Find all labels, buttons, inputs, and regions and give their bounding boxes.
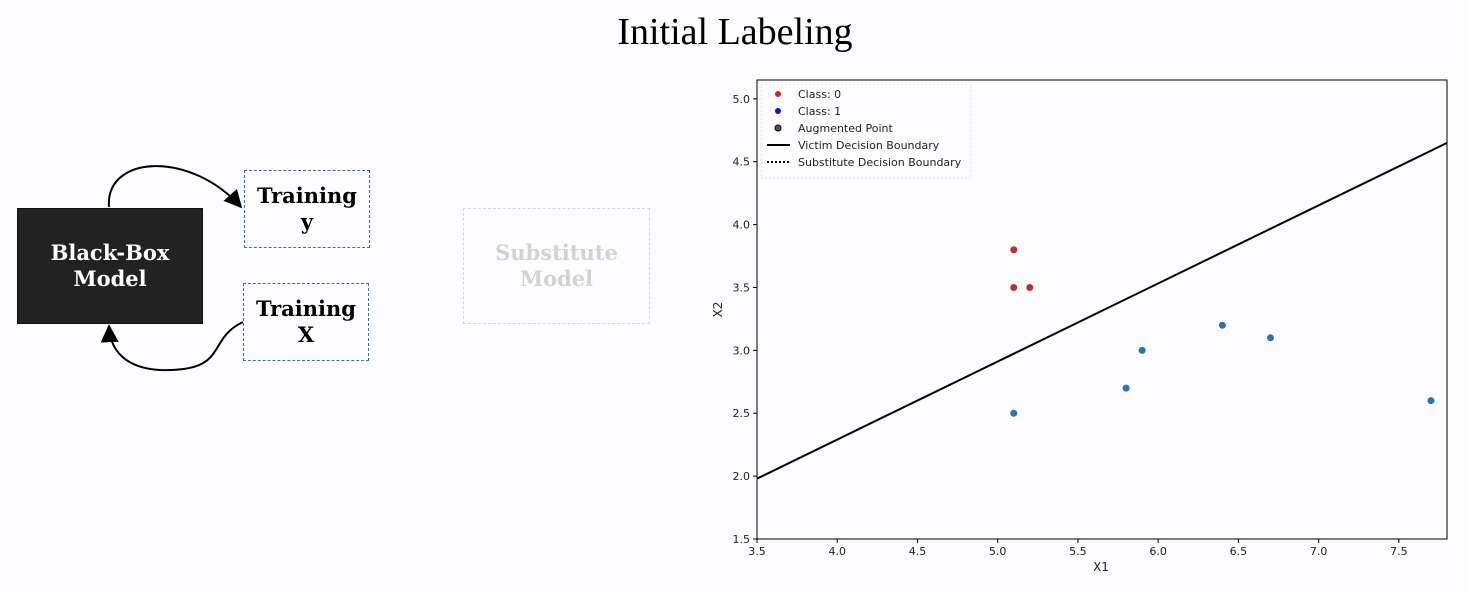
- victim-decision-boundary: [756, 141, 1448, 480]
- x-axis-label: X1: [1093, 560, 1109, 574]
- x-tick-label: 6.5: [1230, 545, 1248, 558]
- class-1-point: [1010, 409, 1018, 417]
- arrow-from-training-x: [100, 321, 244, 372]
- class-1-point: [1427, 397, 1435, 405]
- legend-marker: [774, 124, 782, 132]
- plot-frame: [756, 79, 1448, 540]
- diagram-arrows: [100, 165, 244, 372]
- x-tick-label: 4.5: [909, 545, 927, 558]
- y-tick-label: 4.5: [733, 156, 751, 169]
- y-tick-label: 3.5: [733, 281, 751, 294]
- y-tick-label: 2.5: [733, 407, 751, 420]
- training-y-box: Training y: [244, 170, 370, 248]
- training-x-box: Training X: [243, 283, 369, 361]
- x-tick-label: 7.0: [1310, 545, 1328, 558]
- x-tick-label: 6.0: [1149, 545, 1167, 558]
- legend-marker: [775, 91, 781, 97]
- class-1-point: [1266, 334, 1274, 342]
- x-tick-label: 4.0: [828, 545, 846, 558]
- scatter-chart: 3.5 4.0 4.5 5.0 5.5 6.0 6.5 7.0 7.5 1.5 2.0 2.5 3.0 3…: [711, 79, 1448, 574]
- class-1-point: [1138, 346, 1146, 354]
- training-y-label: Training y: [257, 183, 357, 234]
- legend-label: Class: 1: [798, 105, 841, 118]
- y-tick-label: 4.0: [733, 219, 751, 232]
- y-axis-label: X2: [711, 302, 725, 318]
- legend-label: Victim Decision Boundary: [798, 139, 940, 152]
- x-tick-label: 7.5: [1390, 545, 1408, 558]
- y-tick-label: 5.0: [733, 93, 751, 106]
- x-tick-label: 5.5: [1069, 545, 1087, 558]
- training-x-label: Training X: [256, 296, 356, 347]
- y-tick-label: 1.5: [733, 533, 751, 546]
- legend-marker: [775, 108, 781, 114]
- class-1-point: [1218, 321, 1226, 329]
- legend-label: Substitute Decision Boundary: [798, 156, 962, 169]
- class-0-point: [1010, 283, 1018, 291]
- arrow-to-training-y: [107, 165, 243, 209]
- legend-box: [760, 83, 972, 179]
- class-1-point: [1122, 384, 1130, 392]
- substitute-model-label: Substitute Model: [495, 240, 618, 291]
- class-0-point: [1010, 246, 1018, 254]
- class-0-point: [1026, 283, 1034, 291]
- black-box-model: Black-Box Model: [17, 208, 203, 324]
- legend-label: Augmented Point: [798, 122, 893, 135]
- page-title: Initial Labeling: [617, 11, 853, 53]
- y-tick-label: 3.0: [733, 344, 751, 357]
- x-tick-label: 5.0: [989, 545, 1007, 558]
- x-tick-label: 3.5: [748, 545, 766, 558]
- substitute-model: Substitute Model: [463, 208, 650, 324]
- black-box-model-label: Black-Box Model: [50, 240, 170, 291]
- legend-label: Class: 0: [798, 88, 841, 101]
- y-tick-label: 2.0: [733, 470, 751, 483]
